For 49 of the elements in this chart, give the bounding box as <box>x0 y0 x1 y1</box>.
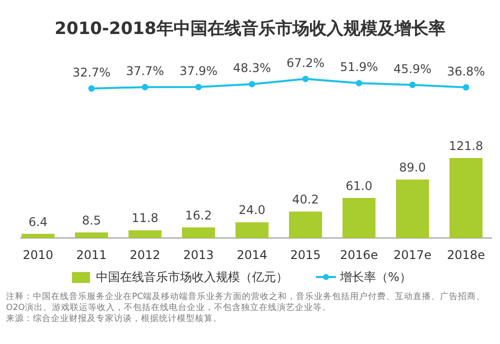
data-label: 51.9% <box>340 60 378 74</box>
x-tick-label: 2016e <box>340 248 378 262</box>
data-label: 32.7% <box>72 66 111 80</box>
data-label: 67.2% <box>286 56 325 70</box>
bar <box>396 180 429 238</box>
legend: 增长率（%） <box>316 270 412 284</box>
bar <box>450 158 482 238</box>
data-label: 37.9% <box>179 64 218 78</box>
chart-title: 2010-2018年中国在线音乐市场收入规模及增长率 <box>54 19 446 39</box>
bar <box>289 212 322 238</box>
bar <box>22 234 54 238</box>
x-tick-label: 2018e <box>447 248 485 262</box>
data-label: 121.8 <box>448 139 484 153</box>
data-label: 6.4 <box>28 214 48 229</box>
data-label: 36.8% <box>446 64 486 78</box>
point <box>462 84 470 91</box>
x-tick-label: 2014 <box>236 248 268 262</box>
data-label: 8.5 <box>82 213 102 228</box>
data-label: 40.2 <box>292 192 319 207</box>
data-label: 48.3% <box>232 61 272 76</box>
legend: 中国在线音乐市场收入规模（亿元） <box>72 270 288 284</box>
point <box>356 80 362 86</box>
x-tick-label: 2017e <box>394 248 432 262</box>
bar <box>75 232 108 238</box>
bar <box>128 230 162 238</box>
data-label: 89.0 <box>399 160 426 175</box>
point <box>248 80 256 88</box>
point <box>142 84 148 90</box>
bar <box>182 227 215 238</box>
data-label: 24.0 <box>238 203 266 218</box>
data-label: 61.0 <box>346 178 372 193</box>
data-label: 45.9% <box>393 62 432 76</box>
x-tick-label: 2011 <box>76 248 107 262</box>
x-tick-label: 2013 <box>183 248 214 262</box>
x-tick-label: 2015 <box>290 248 321 262</box>
text: 注释：中国在线音乐服务企业在PC端及移动端音乐业务方面的营收之和，音乐业务包括用户付费、互动直播、广告招商、O2O演出、游戏联运等收入，不包括在线电台企业，不包含独立在线演艺企业等。 <box>6 292 486 314</box>
source-note: 来源：综合企业财报及专家访谈，根据统计模型核算。 <box>6 314 223 325</box>
point <box>195 84 202 90</box>
legend-label: 增长率（%） <box>339 270 412 284</box>
point <box>302 76 309 82</box>
bar <box>342 198 376 238</box>
x-tick-label: 2012 <box>130 248 160 262</box>
bar <box>236 222 268 238</box>
data-label: 37.7% <box>126 64 164 78</box>
data-label: 16.2 <box>185 208 212 222</box>
x-tick-label: 2010 <box>22 248 54 262</box>
point <box>88 85 95 92</box>
data-label: 11.8 <box>132 211 158 226</box>
point <box>409 82 416 88</box>
